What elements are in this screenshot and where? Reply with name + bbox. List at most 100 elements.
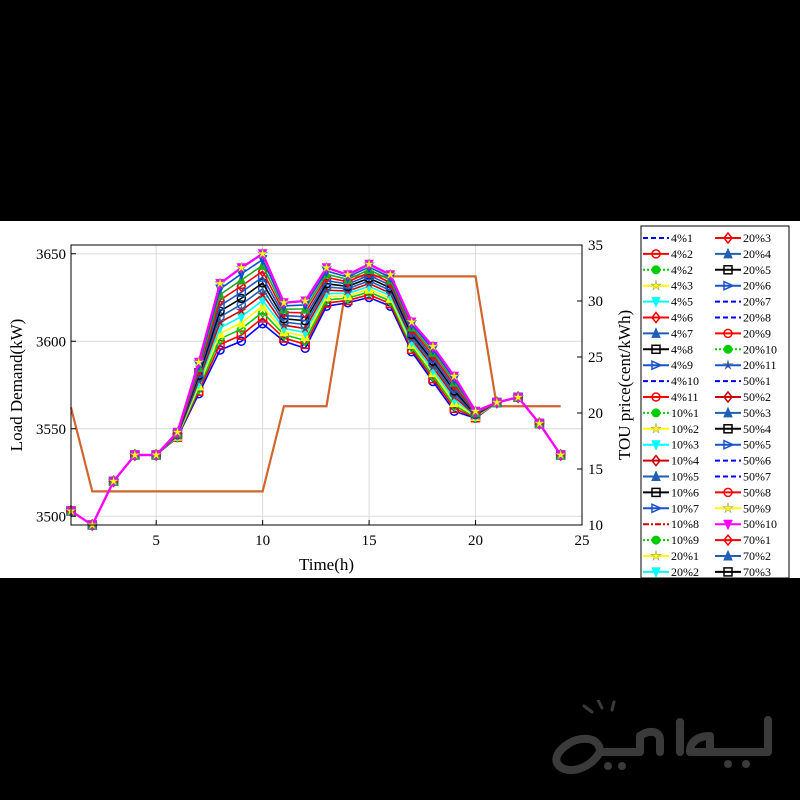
series-point <box>651 408 661 418</box>
tou-price-polyline <box>69 275 561 493</box>
load-series <box>64 247 567 532</box>
legend-label: 20%9 <box>743 326 771 340</box>
legend-label: 50%6 <box>743 454 771 468</box>
series-point <box>649 279 663 291</box>
series-point <box>651 503 663 514</box>
series-point <box>299 294 312 307</box>
series-point <box>257 272 268 282</box>
series-point <box>651 392 661 402</box>
legend: 4%1 4%2 4%2 4%3 4%5 4%64%7 4%8 4%9 4%10 4%11 10%1 1… <box>640 225 790 578</box>
legend-label: 50%1 <box>743 374 771 388</box>
series-point <box>320 261 333 273</box>
series-point <box>723 390 733 404</box>
series-point <box>649 549 663 562</box>
series-point <box>723 247 733 259</box>
y-axis-right-label: TOU price(cent/kWh) <box>615 310 634 460</box>
series-point <box>651 327 661 338</box>
legend-label: 10%8 <box>671 517 699 531</box>
series-point <box>723 424 733 434</box>
legend-label: 4%3 <box>671 279 693 293</box>
legend-label: 10%2 <box>671 422 699 436</box>
series-point <box>107 474 120 487</box>
legend-label: 20%3 <box>743 231 771 245</box>
series-point <box>192 355 205 368</box>
series-point <box>384 268 397 280</box>
legend-label: 20%1 <box>671 549 699 563</box>
legend-label: 20%5 <box>743 263 771 277</box>
x-tick-label: 25 <box>575 533 590 549</box>
series-point <box>256 288 269 300</box>
legend-label: 4%5 <box>671 295 693 309</box>
series-point <box>511 390 525 403</box>
legend-label: 4%8 <box>671 342 693 356</box>
series-point <box>723 549 733 561</box>
legend-label: 4%2 <box>671 247 693 261</box>
series-point <box>723 439 735 450</box>
legend-label: 10%4 <box>671 454 699 468</box>
x-axis-label: Time(h) <box>299 555 354 574</box>
series-point <box>723 265 733 275</box>
y-right-tick-label: 20 <box>588 406 603 422</box>
y-right-tick-label: 25 <box>588 350 603 366</box>
legend-label: 20%8 <box>743 311 771 325</box>
series-point <box>723 519 733 531</box>
axes: 5 10 15 20 25 3500 3550 3600 3650 10 15 20 25 30 35 <box>36 238 603 549</box>
series-point <box>213 277 227 289</box>
legend-label: 10%6 <box>671 485 699 499</box>
series-point <box>649 422 663 435</box>
series-point <box>651 297 661 308</box>
legend-label: 50%4 <box>743 422 771 436</box>
legend-label: 10%7 <box>671 501 699 515</box>
series-point <box>723 567 733 577</box>
legend-label: 4%6 <box>671 311 693 325</box>
series-point <box>469 404 482 417</box>
series-point <box>651 360 663 371</box>
legend-label: 10%5 <box>671 470 699 484</box>
y-axis-left-label: Load Demand(kW) <box>7 319 26 452</box>
series-point <box>723 231 733 245</box>
series-point <box>149 448 163 461</box>
series-point <box>86 518 99 531</box>
series-point <box>651 454 661 467</box>
legend-label: 50%2 <box>743 390 771 404</box>
y-left-tick-label: 3550 <box>36 422 66 438</box>
series-point <box>236 336 247 346</box>
series-group <box>66 292 566 530</box>
legend-label: 4%7 <box>671 326 693 340</box>
legend-label: 10%3 <box>671 438 699 452</box>
tou-price-line <box>69 275 561 493</box>
series-point <box>723 406 733 418</box>
series-point <box>277 296 291 308</box>
series-point <box>236 287 247 297</box>
legend-box <box>640 225 790 578</box>
series-point <box>257 313 268 323</box>
y-right-tick-label: 15 <box>588 462 603 478</box>
legend-label: 50%7 <box>743 470 771 484</box>
series-point <box>651 249 661 259</box>
series-point <box>426 340 440 352</box>
series-point <box>651 535 661 545</box>
series-point <box>723 344 733 354</box>
series-point <box>651 440 661 451</box>
brand-watermark-logo <box>552 700 772 774</box>
series-point <box>554 448 567 461</box>
legend-label: 70%1 <box>743 533 771 547</box>
legend-label: 50%9 <box>743 501 771 515</box>
y-left-tick-label: 3650 <box>36 247 66 263</box>
series-point <box>651 470 661 481</box>
series-point <box>651 487 661 498</box>
y-left-tick-label: 3500 <box>36 509 66 525</box>
x-tick-label: 20 <box>468 533 483 549</box>
series-point <box>490 396 504 408</box>
legend-label: 20%2 <box>671 565 699 578</box>
legend-label: 50%3 <box>743 406 771 420</box>
series-point <box>723 328 733 339</box>
legend-label: 20%4 <box>743 247 771 261</box>
series-point <box>236 299 247 310</box>
series-point <box>235 261 248 273</box>
series-point <box>533 417 546 429</box>
series-point <box>236 312 247 323</box>
legend-label: 4%10 <box>671 374 699 388</box>
series-point <box>257 319 268 329</box>
chart-panel: 5 10 15 20 25 3500 3550 3600 3650 10 15 20 25 30 35 Ti… <box>0 221 800 578</box>
